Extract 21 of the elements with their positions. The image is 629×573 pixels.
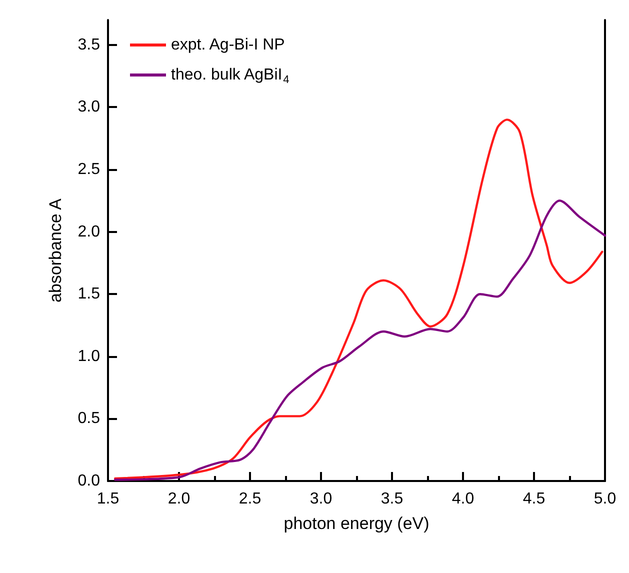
- y-tick-label: 3.5: [78, 36, 100, 54]
- x-tick-label: 5.0: [594, 490, 616, 508]
- line-series: [114, 200, 606, 481]
- x-tick-label: 2.0: [168, 490, 190, 508]
- x-tick-label: 3.5: [380, 490, 404, 508]
- x-axis-title: photon energy (eV): [284, 514, 430, 533]
- x-tick-label: 1.5: [96, 490, 120, 508]
- y-tick-label: 2.5: [78, 161, 100, 178]
- y-tick-label: 0.0: [78, 472, 100, 490]
- y-tick-label: 1.0: [78, 348, 100, 365]
- y-tick-label: 3.0: [78, 98, 100, 116]
- x-tick-label: 4.5: [522, 490, 546, 508]
- y-axis-title: absorbance A: [46, 198, 65, 302]
- legend-label: expt. Ag-Bi-I NP: [171, 36, 285, 54]
- x-tick-label: 2.5: [238, 490, 262, 508]
- x-tick-label: 3.0: [310, 490, 332, 508]
- y-tick-label: 0.5: [78, 410, 100, 428]
- line-series: [114, 118, 604, 480]
- y-tick-label: 1.5: [78, 286, 100, 303]
- y-tick-label: 2.0: [78, 223, 100, 240]
- x-tick-label: 4.0: [452, 490, 474, 508]
